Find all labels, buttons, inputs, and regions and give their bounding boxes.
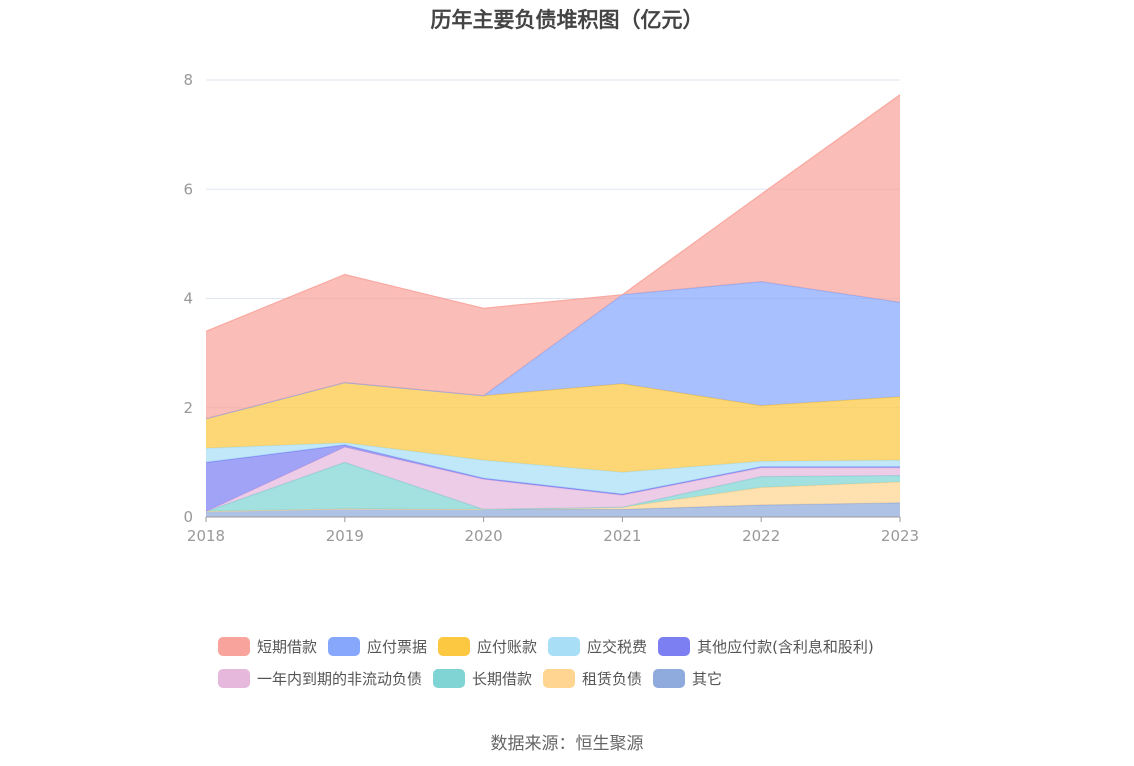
legend-label: 应付账款 <box>477 637 538 656</box>
legend-item[interactable]: 一年内到期的非流动负债 <box>218 668 422 689</box>
legend-item[interactable]: 其他应付款(含利息和股利) <box>658 636 874 657</box>
area-7 <box>206 281 900 419</box>
legend: 短期借款 应付票据 应付账款 应交税费 其他应付款(含利息和股利) 一年内到期的非流动负债… <box>218 630 938 694</box>
legend-item[interactable]: 应付票据 <box>328 636 427 657</box>
legend-label: 应付票据 <box>367 637 428 656</box>
area-1 <box>206 482 900 512</box>
x-tick-label: 2019 <box>326 527 364 545</box>
y-tick-label: 2 <box>183 399 193 417</box>
legend-swatch <box>328 636 361 656</box>
legend-label: 其他应付款(含利息和股利) <box>697 637 874 656</box>
area-line-8 <box>205 94 901 332</box>
legend-label: 短期借款 <box>257 637 318 656</box>
x-tick-label: 2022 <box>742 527 780 545</box>
legend-label: 长期借款 <box>472 669 533 688</box>
legend-label: 其它 <box>692 669 723 688</box>
y-tick-label: 4 <box>183 290 193 308</box>
legend-item[interactable]: 租赁负债 <box>543 668 642 689</box>
legend-swatch <box>543 668 576 688</box>
legend-label: 租赁负债 <box>582 669 643 688</box>
x-tick-label: 2021 <box>603 527 641 545</box>
legend-item[interactable]: 应付账款 <box>438 636 537 657</box>
legend-row: 一年内到期的非流动负债 长期借款 租赁负债 其它 <box>218 662 938 694</box>
legend-swatch <box>433 668 466 688</box>
legend-swatch <box>218 668 250 688</box>
x-tick-label: 2018 <box>187 527 225 545</box>
area-5 <box>206 442 900 495</box>
legend-swatch <box>218 636 250 656</box>
legend-swatch <box>548 636 581 656</box>
area-8 <box>206 94 900 419</box>
legend-item[interactable]: 其它 <box>653 668 722 689</box>
data-source-note: 数据来源：恒生聚源 <box>490 734 644 754</box>
legend-label: 一年内到期的非流动负债 <box>257 669 423 688</box>
legend-label: 应交税费 <box>587 637 648 656</box>
x-tick-label: 2023 <box>881 527 919 545</box>
area-3 <box>206 447 900 512</box>
legend-row: 短期借款 应付票据 应付账款 应交税费 其他应付款(含利息和股利) <box>218 630 938 662</box>
axes: 0 2 4 6 8 2018 2019 2020 2021 2022 2023 <box>183 71 919 545</box>
legend-item[interactable]: 长期借款 <box>433 668 532 689</box>
legend-item[interactable]: 应交税费 <box>548 636 647 657</box>
x-tick-label: 2020 <box>465 527 503 545</box>
legend-swatch <box>658 636 691 656</box>
legend-item[interactable]: 短期借款 <box>218 636 317 657</box>
legend-swatch <box>653 668 686 688</box>
y-tick-label: 0 <box>183 508 193 526</box>
chart-title: 历年主要负债堆积图（亿元） <box>430 8 704 32</box>
area-series-layer <box>205 94 901 517</box>
y-tick-label: 8 <box>183 71 193 89</box>
legend-swatch <box>438 636 471 656</box>
y-tick-label: 6 <box>183 180 193 198</box>
area-6 <box>206 382 900 473</box>
